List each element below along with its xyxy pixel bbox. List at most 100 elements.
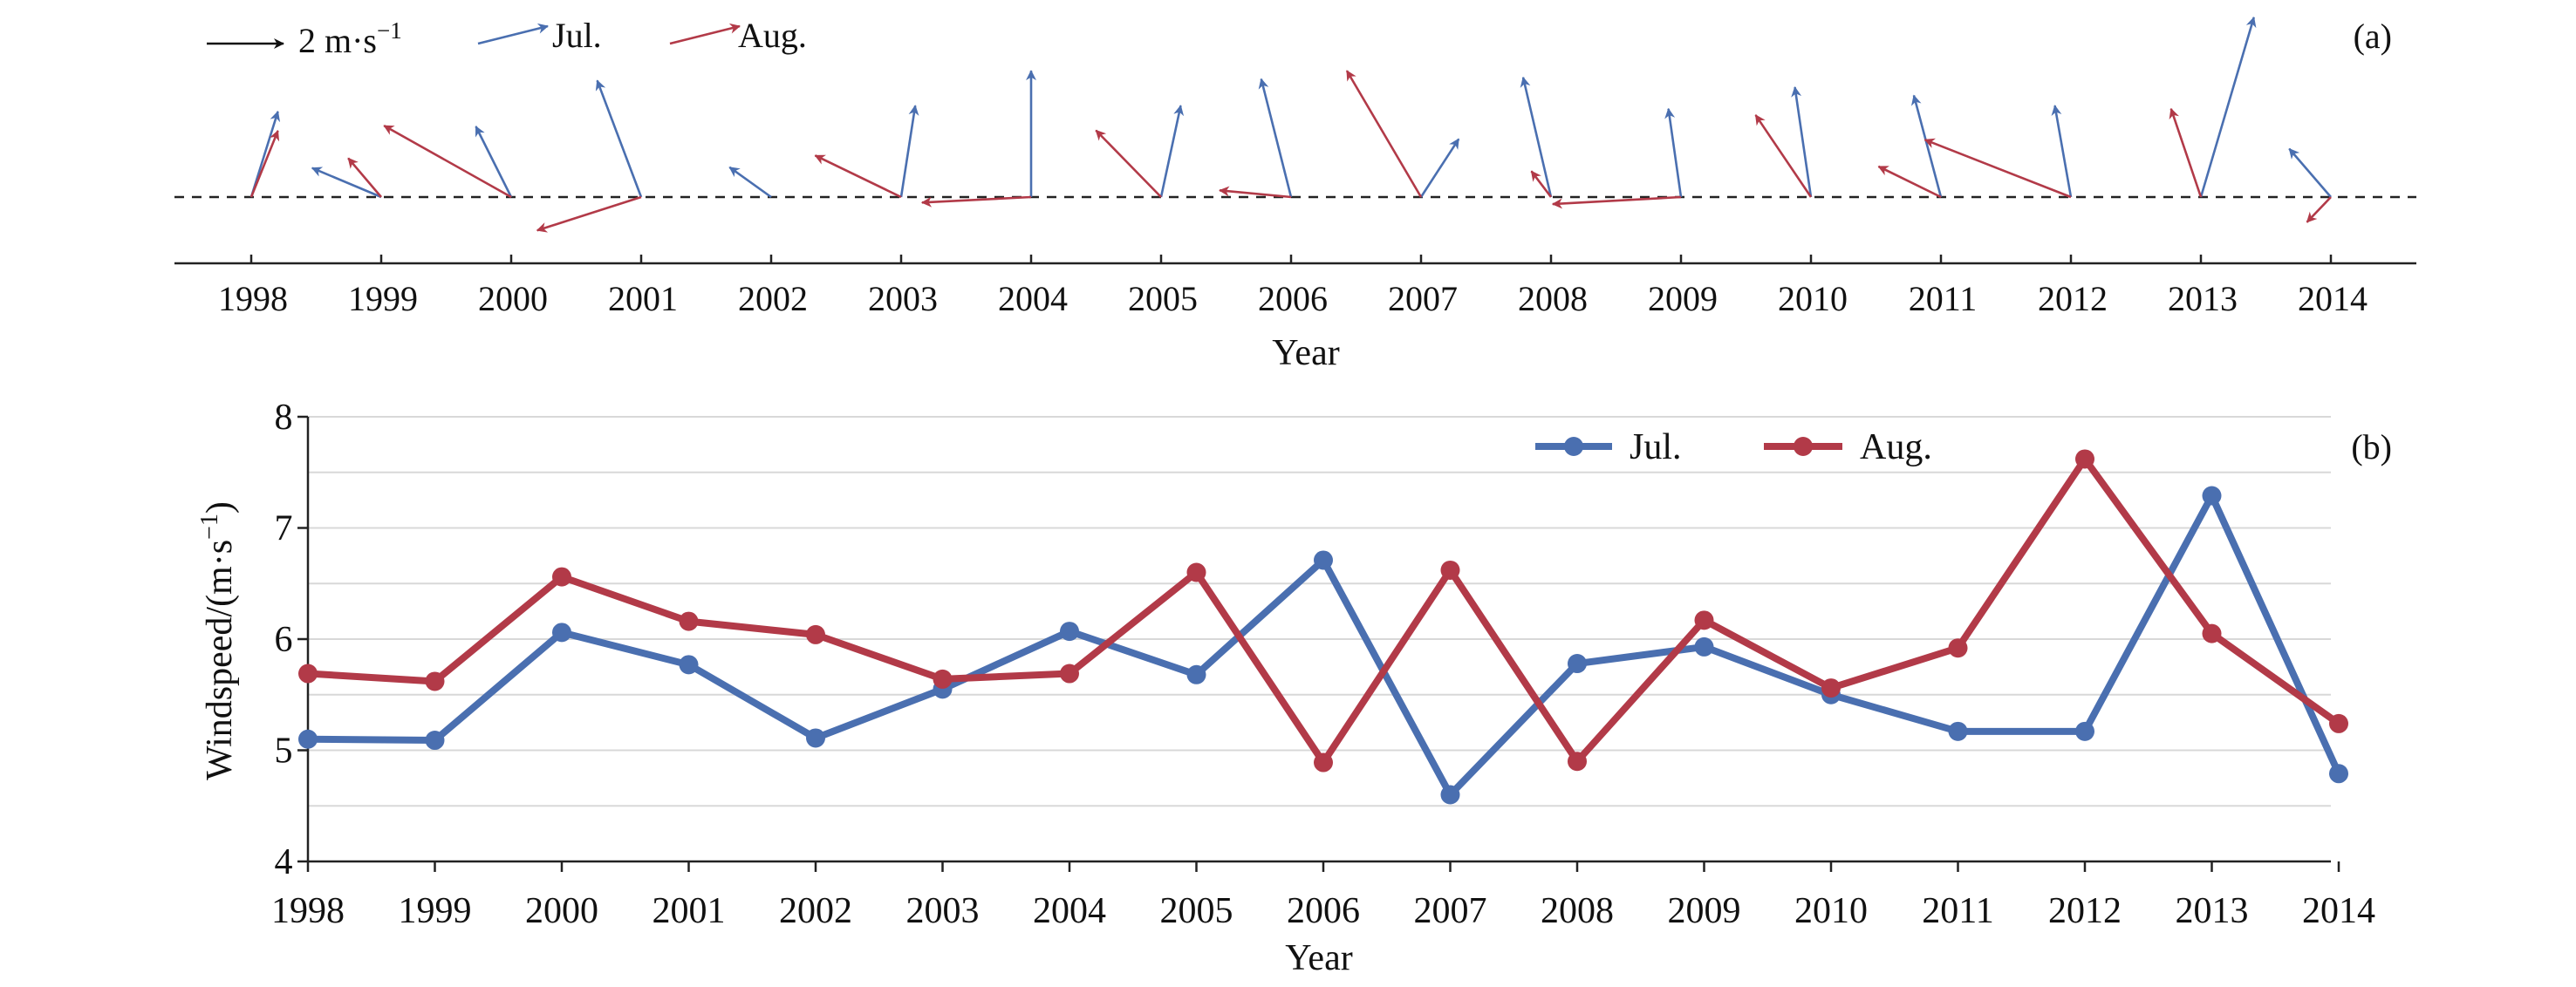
point-aug-2008 (1568, 752, 1587, 772)
x-tick-label-a-2001: 2001 (608, 279, 678, 318)
vector-aug-2007 (1345, 70, 1423, 198)
point-jul-2012 (2075, 721, 2094, 741)
vector-jul-2010 (1791, 86, 1813, 198)
x-tick-label-a-2014: 2014 (2298, 279, 2368, 318)
vector-aug-2009 (1551, 195, 1682, 209)
x-tick-label-a-2008: 2008 (1518, 279, 1588, 318)
aug-vectors (249, 70, 2332, 233)
reference-arrow-label: 2 m·s (298, 21, 377, 60)
x-tick-label-b-2013: 2013 (2176, 891, 2249, 931)
vector-aug-1999 (347, 157, 382, 198)
panel-a-label: (a) (2354, 17, 2392, 56)
point-aug-1999 (425, 671, 445, 691)
x-tick-label-a-2002: 2002 (738, 279, 808, 318)
x-tick-label-a-2005: 2005 (1128, 279, 1198, 318)
x-tick-label-a-2011: 2011 (1909, 279, 1978, 318)
point-jul-2013 (2202, 486, 2222, 506)
x-tick-label-b-2008: 2008 (1541, 891, 1614, 931)
y-axis-title-close: ) (200, 501, 240, 514)
point-jul-2007 (1440, 785, 1460, 805)
point-aug-2005 (1186, 562, 1206, 582)
point-aug-2013 (2202, 623, 2222, 643)
point-jul-1999 (425, 731, 445, 751)
x-tick-label-b-2009: 2009 (1668, 891, 1741, 931)
point-aug-2002 (806, 624, 825, 644)
x-tick-label-b-2011: 2011 (1922, 891, 1993, 931)
point-aug-2003 (933, 669, 953, 689)
x-tick-label-b-2004: 2004 (1033, 891, 1106, 931)
vector-jul-2012 (2051, 105, 2073, 198)
vector-jul-2008 (1520, 76, 1553, 198)
jul-vectors (249, 16, 2332, 199)
legend-label-jul-a: Jul. (552, 16, 602, 55)
legend-label-jul-b: Jul. (1630, 427, 1682, 467)
y-axis-title-text: Windspeed/(m·s (200, 540, 240, 780)
point-jul-1998 (298, 729, 318, 749)
x-tick-label-b-2012: 2012 (2048, 891, 2122, 931)
point-aug-2011 (1948, 638, 1968, 658)
point-jul-2006 (1314, 550, 1333, 570)
vector-aug-2003 (814, 154, 902, 199)
x-tick-label-a-2000: 2000 (478, 279, 548, 318)
x-tick-label-a-2010: 2010 (1778, 279, 1848, 318)
vector-aug-2005 (1095, 129, 1162, 198)
x-tick-label-b-2005: 2005 (1160, 891, 1233, 931)
x-axis-title-b: Year (1285, 938, 1352, 978)
x-tick-label-b-2006: 2006 (1287, 891, 1360, 931)
vector-aug-2001 (536, 195, 642, 233)
vector-aug-2014 (2306, 196, 2332, 223)
point-aug-2009 (1694, 610, 1714, 630)
vector-jul-2001 (595, 79, 643, 198)
x-tick-label-a-2003: 2003 (868, 279, 938, 318)
x-tick-label-a-2012: 2012 (2038, 279, 2108, 318)
point-jul-2008 (1568, 654, 1587, 674)
x-tick-label-a-2009: 2009 (1648, 279, 1718, 318)
point-aug-2012 (2075, 449, 2094, 469)
reference-arrow-exponent: −1 (377, 17, 402, 44)
x-tick-label-b-2007: 2007 (1414, 891, 1487, 931)
vector-aug-1998 (249, 130, 280, 198)
vector-aug-2000 (383, 124, 512, 199)
vector-aug-2006 (1219, 186, 1292, 199)
point-aug-2000 (552, 567, 571, 587)
y-tick-label-b-4: 4 (275, 842, 293, 882)
x-tick-label-a-2013: 2013 (2168, 279, 2238, 318)
x-tick-label-a-1998: 1998 (218, 279, 288, 318)
x-tick-label-b-2000: 2000 (525, 891, 598, 931)
grid (308, 416, 2331, 807)
vector-jul-1998 (249, 110, 281, 198)
svg-text:2 m·s−1: 2 m·s−1 (298, 17, 402, 60)
legend-marker-aug (1794, 437, 1813, 456)
vector-aug-2008 (1530, 170, 1553, 198)
vector-aug-2013 (2169, 107, 2203, 198)
y-tick-label-b-6: 6 (275, 620, 293, 660)
vector-jul-2013 (2199, 16, 2257, 198)
vector-jul-2000 (475, 126, 513, 198)
point-aug-2014 (2329, 713, 2348, 733)
point-jul-2009 (1694, 636, 1714, 657)
wind-vector-panel: 1998 1999 2000 2001 2002 2003 2004 2005 2006 2007… (174, 16, 2416, 373)
vector-aug-2010 (1754, 114, 1813, 198)
point-aug-2007 (1440, 560, 1460, 580)
point-jul-2004 (1060, 622, 1079, 642)
point-jul-2000 (552, 623, 571, 643)
x-tick-label-b-2002: 2002 (779, 891, 852, 931)
vector-jul-2009 (1664, 107, 1683, 198)
vector-jul-2006 (1258, 78, 1293, 198)
point-aug-2001 (679, 611, 699, 631)
x-axis-title-a: Year (1272, 333, 1339, 373)
x-tick-label-a-2004: 2004 (998, 279, 1068, 318)
point-jul-2001 (679, 655, 699, 675)
vector-jul-2011 (1910, 94, 1943, 198)
legend-marker-jul (1564, 437, 1583, 456)
vector-aug-2012 (1923, 138, 2072, 199)
point-aug-2006 (1314, 752, 1333, 773)
legend-arrow-aug (669, 23, 741, 45)
x-tick-label-a-2006: 2006 (1258, 279, 1328, 318)
series-line-aug (304, 455, 2342, 766)
x-tick-label-a-1999: 1999 (348, 279, 418, 318)
vector-jul-1999 (311, 167, 382, 199)
legend-arrow-jul (477, 23, 549, 45)
x-tick-label-b-2010: 2010 (1794, 891, 1868, 931)
